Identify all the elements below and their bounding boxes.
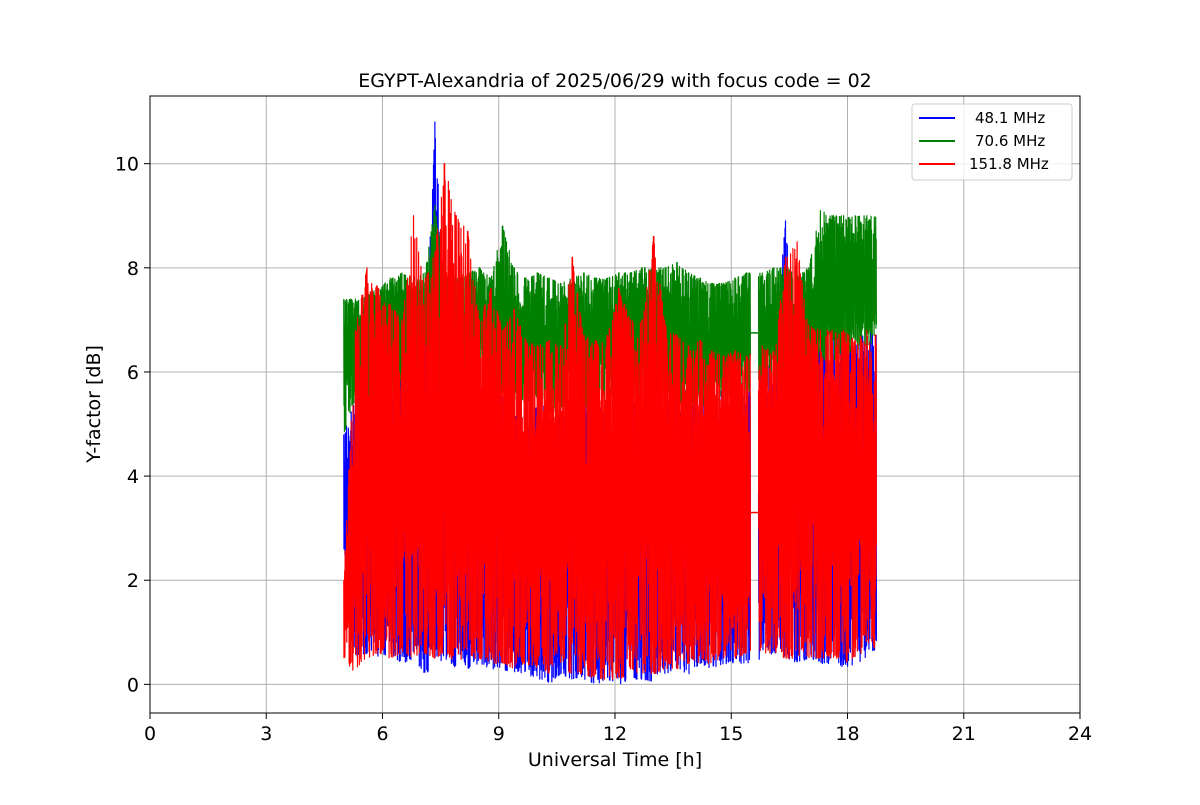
chart-title: EGYPT-Alexandria of 2025/06/29 with focu… <box>358 70 872 92</box>
x-tick-label: 9 <box>493 723 505 745</box>
legend-label-70-6: 70.6 MHz <box>975 132 1045 150</box>
x-tick-label: 18 <box>835 723 859 745</box>
legend-box <box>911 103 1073 181</box>
x-tick-label: 12 <box>603 723 627 745</box>
y-axis: 0 2 4 6 8 10 <box>115 154 150 696</box>
y-tick-label: 2 <box>127 570 139 592</box>
y-tick-label: 0 <box>127 674 139 696</box>
legend: 48.1 MHz 70.6 MHz 151.8 MHz <box>911 103 1073 181</box>
x-tick-label: 6 <box>376 723 388 745</box>
x-tick-label: 15 <box>719 723 743 745</box>
y-axis-label: Y-factor [dB] <box>83 345 105 464</box>
x-axis-label: Universal Time [h] <box>528 749 702 771</box>
x-axis: 0 3 6 9 12 15 18 21 24 <box>144 713 1092 745</box>
x-tick-label: 24 <box>1068 723 1092 745</box>
y-tick-label: 4 <box>127 466 139 488</box>
x-tick-label: 0 <box>144 723 156 745</box>
series-line-151-8-mhz-part-1 <box>757 241 878 663</box>
y-tick-label: 10 <box>115 154 139 176</box>
x-tick-label: 21 <box>952 723 976 745</box>
series-line-151-8-mhz-part-0 <box>343 163 751 680</box>
series-layer <box>343 121 878 685</box>
x-tick-label: 3 <box>260 723 272 745</box>
legend-label-151-8: 151.8 MHz <box>969 155 1049 173</box>
legend-label-48-1: 48.1 MHz <box>975 109 1045 127</box>
y-tick-label: 8 <box>127 258 139 280</box>
y-tick-label: 6 <box>127 362 139 384</box>
